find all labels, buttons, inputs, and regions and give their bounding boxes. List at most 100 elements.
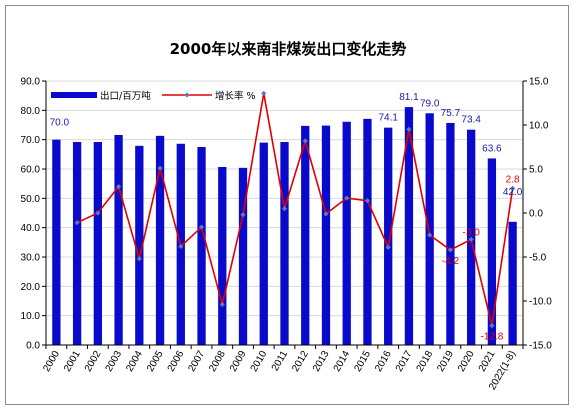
- x-tick-label: 2021: [477, 349, 498, 374]
- bar-data-label: 63.6: [482, 143, 502, 154]
- rate-point: [385, 244, 391, 250]
- right-tick-label: -15.0: [529, 341, 552, 352]
- rate-point: [178, 243, 184, 250]
- rate-point: [364, 198, 371, 204]
- bar: [155, 135, 165, 345]
- rate-point: [281, 206, 288, 212]
- bar: [114, 134, 123, 345]
- legend-line-marker: [184, 92, 190, 98]
- x-axis: 2000 2001 2002 2003 2004 2005 2006 2007 2008 2009…: [41, 344, 524, 392]
- x-tick-label: 2004: [124, 349, 145, 374]
- left-tick-label: 50.0: [21, 194, 41, 205]
- bar: [280, 142, 289, 345]
- x-tick-label: 2008: [207, 349, 228, 374]
- left-tick-label: 70.0: [21, 135, 41, 146]
- x-tick-label: 2002: [83, 349, 104, 374]
- right-tick-label: 5.0: [529, 165, 543, 176]
- rate-point: [323, 211, 329, 217]
- bar: [342, 121, 351, 345]
- rate-point: [219, 301, 225, 308]
- bar: [52, 139, 61, 345]
- bar: [301, 125, 310, 345]
- bar-data-label: 42.0: [503, 187, 523, 198]
- right-tick-label: 10.0: [529, 121, 549, 132]
- right-tick-label: 15.0: [529, 77, 549, 88]
- bar: [446, 122, 455, 346]
- rate-point: [447, 247, 454, 253]
- rate-data-label: -3.0: [463, 227, 481, 238]
- x-tick-label: 2011: [270, 349, 290, 374]
- x-tick-label: 2000: [41, 349, 62, 374]
- rate-point: [489, 323, 495, 329]
- x-tick-label: 2017: [394, 349, 415, 374]
- data-labels: 70.0 74.181.179.075.773.4 63.6 42.0 -4.2 -3.0…: [50, 92, 523, 343]
- bar-data-label: 75.7: [441, 108, 461, 119]
- legend: 出口/百万吨 增长率 %: [51, 90, 256, 102]
- left-tick-label: 80.0: [21, 106, 41, 117]
- rate-point: [468, 236, 474, 242]
- bar: [238, 167, 248, 345]
- x-tick-label: 2019: [435, 349, 456, 374]
- bar: [425, 113, 434, 346]
- bar: [404, 107, 414, 346]
- x-tick-label: 2014: [332, 349, 353, 374]
- left-tick-label: 60.0: [21, 165, 41, 176]
- rate-line: [76, 93, 514, 326]
- right-tick-label: 0.0: [529, 209, 543, 220]
- rate-point: [157, 165, 163, 171]
- x-tick-label: 2016: [373, 349, 394, 374]
- x-tick-label: 2006: [166, 349, 187, 374]
- rate-point: [261, 90, 267, 96]
- rate-point: [344, 195, 350, 201]
- x-tick-label: 2010: [249, 349, 270, 374]
- bar-data-label: 81.1: [399, 92, 419, 103]
- x-tick-label: 2012: [290, 349, 311, 374]
- rate-point: [115, 184, 122, 190]
- right-tick-label: -5.0: [529, 253, 547, 264]
- bar: [259, 142, 268, 345]
- left-tick-label: 0.0: [26, 341, 40, 352]
- bar-data-label: 79.0: [420, 98, 440, 109]
- bar: [218, 166, 227, 345]
- legend-line-label: 增长率 %: [215, 90, 256, 102]
- bar-data-label: 73.4: [461, 115, 481, 126]
- bar: [72, 142, 82, 345]
- x-tick-label: 2015: [352, 349, 373, 374]
- bar: [384, 127, 393, 345]
- left-tick-label: 20.0: [21, 282, 41, 293]
- chart-frame: 2000年以来南非煤炭出口变化走势 0.0 10.0 20.0 30.0 40.0 50.…: [5, 5, 569, 405]
- rate-point: [136, 256, 142, 262]
- bar: [197, 147, 206, 345]
- bar: [135, 145, 144, 345]
- x-tick-label: 2013: [311, 349, 332, 374]
- bar: [508, 221, 517, 345]
- x-tick-label: 2001: [62, 349, 83, 374]
- x-tick-label: 2003: [104, 349, 125, 374]
- x-tick-label: 2005: [145, 349, 166, 374]
- x-tick-label: 2018: [415, 349, 436, 374]
- left-tick-label: 40.0: [21, 223, 41, 234]
- bar: [93, 142, 102, 345]
- left-tick-label: 10.0: [21, 311, 41, 322]
- rate-point: [406, 126, 412, 132]
- rate-point: [240, 212, 246, 218]
- rate-point: [198, 224, 205, 230]
- rate-point: [74, 220, 80, 226]
- rate-point: [510, 185, 516, 191]
- rate-point: [302, 138, 308, 144]
- bar-data-label: 70.0: [50, 118, 70, 129]
- left-tick-label: 90.0: [21, 77, 41, 88]
- x-tick-label: 2020: [456, 349, 477, 374]
- rate-data-label: -4.2: [442, 256, 460, 267]
- bar-series: [52, 107, 517, 346]
- left-tick-label: 30.0: [21, 253, 41, 264]
- rate-line-series: [74, 90, 516, 329]
- bar: [487, 158, 497, 345]
- bar-data-label: 74.1: [378, 113, 398, 124]
- bar: [363, 118, 372, 345]
- rate-data-label: -12.8: [480, 332, 503, 343]
- legend-bar-swatch: [51, 92, 97, 98]
- chart-title: 2000年以来南非煤炭出口变化走势: [170, 40, 407, 58]
- legend-bar-label: 出口/百万吨: [100, 90, 151, 102]
- right-axis: -15.0 -10.0 -5.0 0.0 5.0 10.0 15.0: [522, 77, 552, 352]
